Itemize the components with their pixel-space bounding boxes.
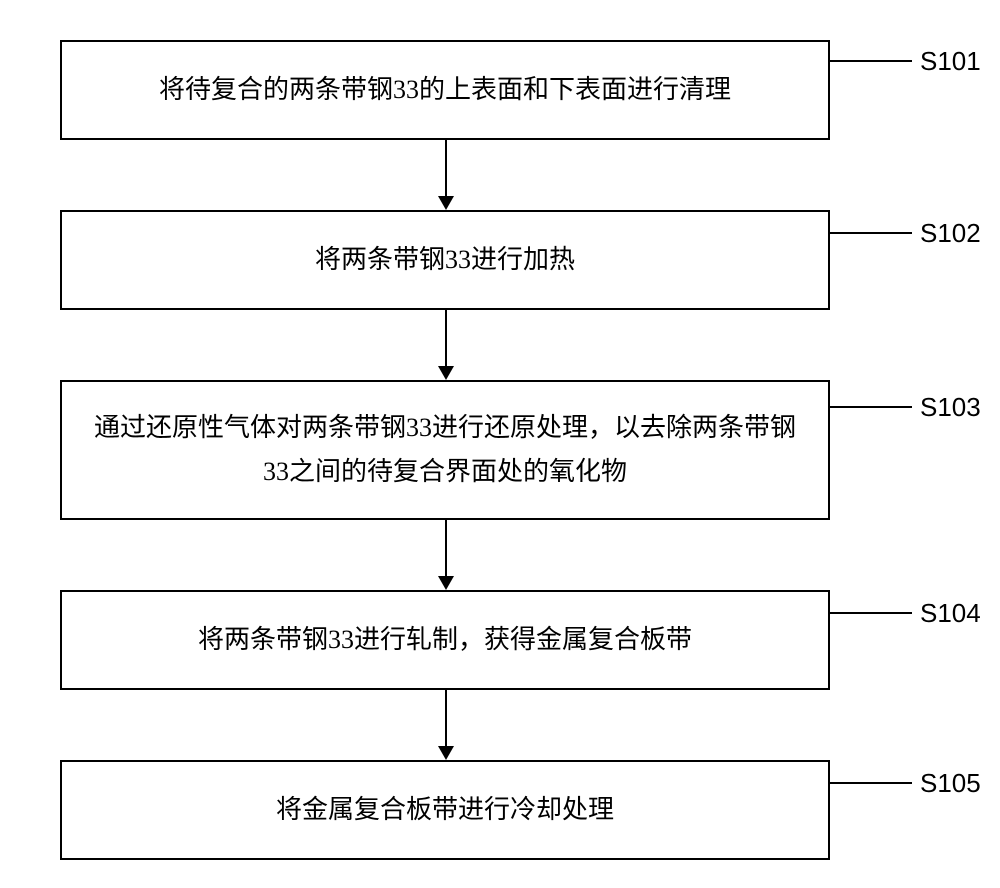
step-text: 将两条带钢33进行轧制，获得金属复合板带 <box>198 618 692 662</box>
connector-arrow <box>445 310 447 366</box>
step-label-s105: S105 <box>920 768 981 799</box>
arrow-head-icon <box>438 746 454 760</box>
step-label-s102: S102 <box>920 218 981 249</box>
flowchart-canvas: 将待复合的两条带钢33的上表面和下表面进行清理 S101 将两条带钢33进行加热… <box>0 0 1000 888</box>
step-box-s105: 将金属复合板带进行冷却处理 <box>60 760 830 860</box>
step-label-s101: S101 <box>920 46 981 77</box>
connector-arrow <box>445 690 447 746</box>
step-label-s103: S103 <box>920 392 981 423</box>
step-label-s104: S104 <box>920 598 981 629</box>
connector-arrow <box>445 520 447 576</box>
label-connector-line <box>830 612 912 614</box>
connector-arrow <box>445 140 447 196</box>
step-box-s102: 将两条带钢33进行加热 <box>60 210 830 310</box>
label-connector-line <box>830 60 912 62</box>
step-text: 通过还原性气体对两条带钢33进行还原处理，以去除两条带钢33之间的待复合界面处的… <box>82 406 808 494</box>
label-connector-line <box>830 782 912 784</box>
label-connector-line <box>830 406 912 408</box>
step-text: 将两条带钢33进行加热 <box>315 238 575 282</box>
label-connector-line <box>830 232 912 234</box>
step-text: 将待复合的两条带钢33的上表面和下表面进行清理 <box>159 68 731 112</box>
arrow-head-icon <box>438 576 454 590</box>
step-text: 将金属复合板带进行冷却处理 <box>276 788 614 832</box>
step-box-s101: 将待复合的两条带钢33的上表面和下表面进行清理 <box>60 40 830 140</box>
arrow-head-icon <box>438 366 454 380</box>
arrow-head-icon <box>438 196 454 210</box>
step-box-s103: 通过还原性气体对两条带钢33进行还原处理，以去除两条带钢33之间的待复合界面处的… <box>60 380 830 520</box>
step-box-s104: 将两条带钢33进行轧制，获得金属复合板带 <box>60 590 830 690</box>
